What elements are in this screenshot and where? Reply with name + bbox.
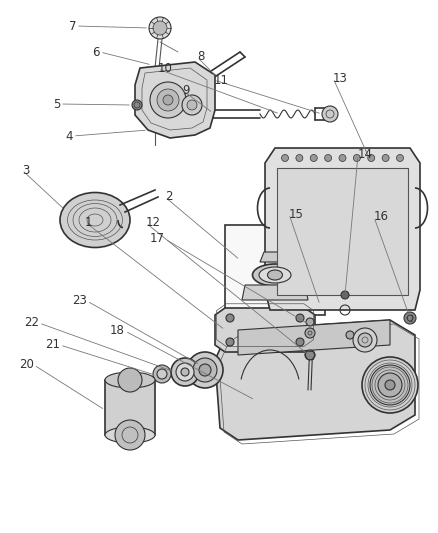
- Bar: [105, 380, 155, 435]
- Circle shape: [310, 155, 317, 161]
- Circle shape: [153, 365, 171, 383]
- Ellipse shape: [105, 372, 155, 388]
- Circle shape: [362, 357, 418, 413]
- Circle shape: [296, 314, 304, 322]
- Circle shape: [385, 380, 395, 390]
- Circle shape: [163, 95, 173, 105]
- Circle shape: [353, 155, 360, 161]
- Text: 10: 10: [158, 62, 173, 76]
- Circle shape: [378, 373, 402, 397]
- Text: 14: 14: [358, 149, 373, 161]
- Text: 23: 23: [72, 295, 87, 308]
- Text: 1: 1: [85, 215, 92, 229]
- Circle shape: [325, 155, 332, 161]
- Circle shape: [282, 155, 289, 161]
- Circle shape: [187, 100, 197, 110]
- Circle shape: [182, 95, 202, 115]
- Circle shape: [226, 314, 234, 322]
- Text: 7: 7: [68, 20, 76, 33]
- Circle shape: [193, 358, 217, 382]
- Text: 18: 18: [110, 325, 125, 337]
- Circle shape: [305, 350, 315, 360]
- Text: 3: 3: [22, 164, 29, 176]
- Ellipse shape: [105, 427, 155, 443]
- Text: 13: 13: [333, 71, 348, 85]
- Circle shape: [187, 352, 223, 388]
- Circle shape: [157, 369, 167, 379]
- Text: 22: 22: [24, 317, 39, 329]
- Circle shape: [341, 291, 349, 299]
- Circle shape: [396, 155, 403, 161]
- Circle shape: [404, 312, 416, 324]
- Text: 5: 5: [53, 98, 60, 110]
- Circle shape: [296, 155, 303, 161]
- Text: 20: 20: [19, 359, 34, 372]
- Polygon shape: [238, 320, 390, 355]
- Text: 17: 17: [150, 232, 165, 246]
- Circle shape: [226, 338, 234, 346]
- Circle shape: [305, 328, 315, 338]
- Circle shape: [346, 331, 354, 339]
- Circle shape: [171, 358, 199, 386]
- Polygon shape: [260, 252, 290, 262]
- Circle shape: [199, 364, 211, 376]
- Ellipse shape: [60, 192, 130, 247]
- Text: 6: 6: [92, 45, 100, 59]
- Circle shape: [118, 368, 142, 392]
- Circle shape: [149, 17, 171, 39]
- Polygon shape: [277, 168, 408, 295]
- Circle shape: [306, 318, 314, 326]
- Text: 2: 2: [165, 190, 173, 204]
- Text: 16: 16: [374, 211, 389, 223]
- Text: 9: 9: [182, 84, 190, 96]
- Polygon shape: [265, 148, 420, 310]
- Circle shape: [157, 89, 179, 111]
- Text: 12: 12: [146, 216, 161, 230]
- Text: 21: 21: [45, 338, 60, 351]
- Polygon shape: [215, 308, 315, 352]
- Text: 4: 4: [66, 130, 73, 142]
- Text: 8: 8: [197, 51, 205, 63]
- Ellipse shape: [259, 267, 291, 283]
- Ellipse shape: [268, 270, 283, 280]
- Circle shape: [153, 21, 167, 35]
- Polygon shape: [215, 320, 415, 440]
- Text: 11: 11: [214, 74, 229, 86]
- Circle shape: [368, 155, 375, 161]
- Circle shape: [353, 328, 377, 352]
- Circle shape: [370, 365, 410, 405]
- Text: 15: 15: [289, 207, 304, 221]
- Circle shape: [339, 155, 346, 161]
- Circle shape: [176, 363, 194, 381]
- Circle shape: [358, 333, 372, 347]
- Circle shape: [150, 82, 186, 118]
- Circle shape: [382, 155, 389, 161]
- Circle shape: [115, 420, 145, 450]
- Circle shape: [181, 368, 189, 376]
- Bar: [225, 225, 325, 315]
- Polygon shape: [135, 62, 215, 138]
- Circle shape: [296, 338, 304, 346]
- Polygon shape: [242, 285, 308, 300]
- Circle shape: [322, 106, 338, 122]
- Ellipse shape: [252, 264, 297, 286]
- Circle shape: [132, 100, 142, 110]
